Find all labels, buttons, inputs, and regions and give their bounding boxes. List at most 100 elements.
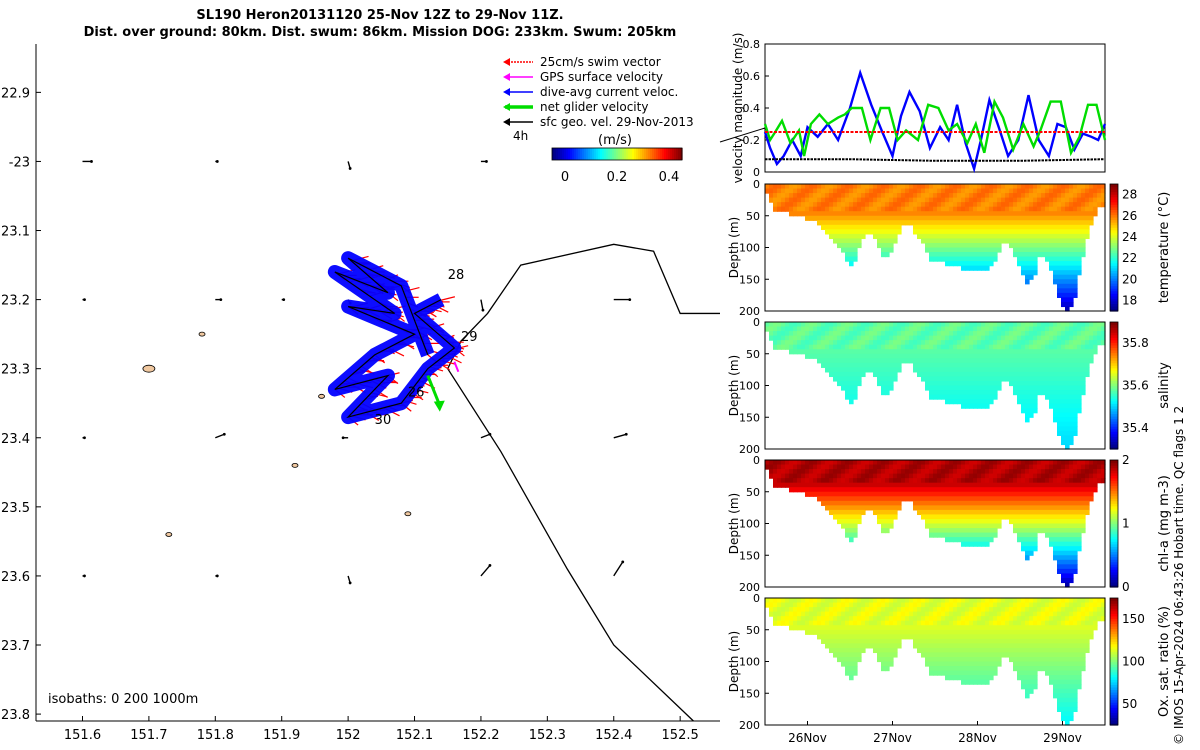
section-cell (981, 238, 986, 244)
section-cell (969, 598, 974, 604)
section-cell (897, 211, 902, 217)
section-cell (805, 464, 810, 470)
section-cell (1029, 478, 1034, 484)
section-cell (1001, 340, 1006, 346)
colorbar-cell (1110, 441, 1118, 445)
section-cell (973, 602, 978, 608)
section-cell (1057, 500, 1062, 506)
section-cell (965, 518, 970, 525)
section-cell (1073, 546, 1078, 552)
section-cell (805, 620, 810, 626)
section-cell (929, 211, 934, 217)
section-cell (953, 532, 958, 538)
section-cell (841, 514, 846, 520)
section-cell (1029, 399, 1034, 405)
section-cell (849, 233, 854, 240)
section-cell (849, 482, 854, 488)
section-cell (865, 215, 870, 221)
section-cell (821, 202, 826, 208)
section-cell (845, 184, 850, 190)
colorbar-cell (560, 148, 563, 160)
section-cell (1017, 193, 1022, 199)
section-cell (1073, 215, 1078, 221)
section-cell (929, 331, 934, 337)
section-cell (945, 349, 950, 355)
section-cell (1025, 385, 1030, 391)
map-y-tick-label: 23.1 (1, 225, 30, 240)
section-cell (789, 598, 794, 604)
section-cell (821, 500, 826, 506)
section-cell (877, 505, 882, 511)
section-cell (789, 211, 794, 217)
section-cell (1025, 496, 1030, 502)
section-cell (769, 326, 774, 332)
section-cell (933, 620, 938, 626)
section-cell (917, 206, 922, 212)
section-cell (893, 206, 898, 212)
section-cell (957, 385, 962, 391)
section-cell (837, 326, 842, 332)
section-cell (813, 322, 818, 328)
section-cell (1065, 202, 1070, 208)
section-cell (929, 473, 934, 479)
section-cell (1013, 523, 1018, 529)
depth-axis-label: Depth (m) (727, 217, 741, 278)
section-cell (973, 643, 978, 649)
section-cell (1057, 546, 1062, 552)
section-cell (877, 518, 882, 525)
section-cell (873, 367, 878, 373)
section-cell (861, 602, 866, 608)
section-cell (993, 247, 998, 253)
section-cell (961, 469, 966, 475)
section-cell (969, 611, 974, 617)
section-cell (1061, 340, 1066, 346)
section-cell (1041, 482, 1046, 488)
section-cell (781, 478, 786, 484)
section-cell (969, 399, 974, 405)
section-cell (833, 229, 838, 235)
section-cell (933, 482, 938, 488)
colorbar-cell (1110, 428, 1118, 432)
section-cell (949, 326, 954, 332)
section-cell (945, 518, 950, 525)
legend-arrowhead (503, 73, 510, 81)
section-cell (969, 679, 974, 685)
section-cell (949, 238, 954, 244)
section-cell (1065, 188, 1070, 194)
section-cell (1045, 380, 1050, 387)
section-cell (1025, 326, 1030, 332)
section-cell (869, 482, 874, 488)
section-cell (845, 322, 850, 328)
section-cell (1005, 322, 1010, 328)
section-cell (989, 532, 994, 538)
section-cell (841, 473, 846, 479)
section-cell (833, 620, 838, 626)
map-y-tick-label: 23.6 (1, 570, 30, 585)
section-cell (1061, 261, 1066, 267)
section-cell (1033, 202, 1038, 208)
section-cell (933, 211, 938, 217)
section-cell (965, 656, 970, 663)
section-cell (1021, 265, 1026, 271)
section-cell (1089, 331, 1094, 337)
section-cell (981, 233, 986, 240)
section-cell (877, 353, 882, 359)
section-cell (1061, 473, 1066, 479)
section-cell (801, 487, 806, 493)
section-cell (1013, 371, 1018, 378)
section-cell (1041, 523, 1046, 529)
section-cell (853, 638, 858, 644)
section-cell (937, 611, 942, 617)
section-cell (1037, 371, 1042, 378)
section-cell (889, 460, 894, 466)
section-cell (981, 491, 986, 497)
section-cell (869, 620, 874, 626)
section-cell (973, 197, 978, 203)
section-cell (933, 670, 938, 676)
section-cell (1029, 335, 1034, 341)
section-cell (797, 326, 802, 332)
section-cell (1033, 344, 1038, 350)
section-cell (1069, 188, 1074, 194)
section-cell (1013, 247, 1018, 253)
section-cell (961, 385, 966, 391)
